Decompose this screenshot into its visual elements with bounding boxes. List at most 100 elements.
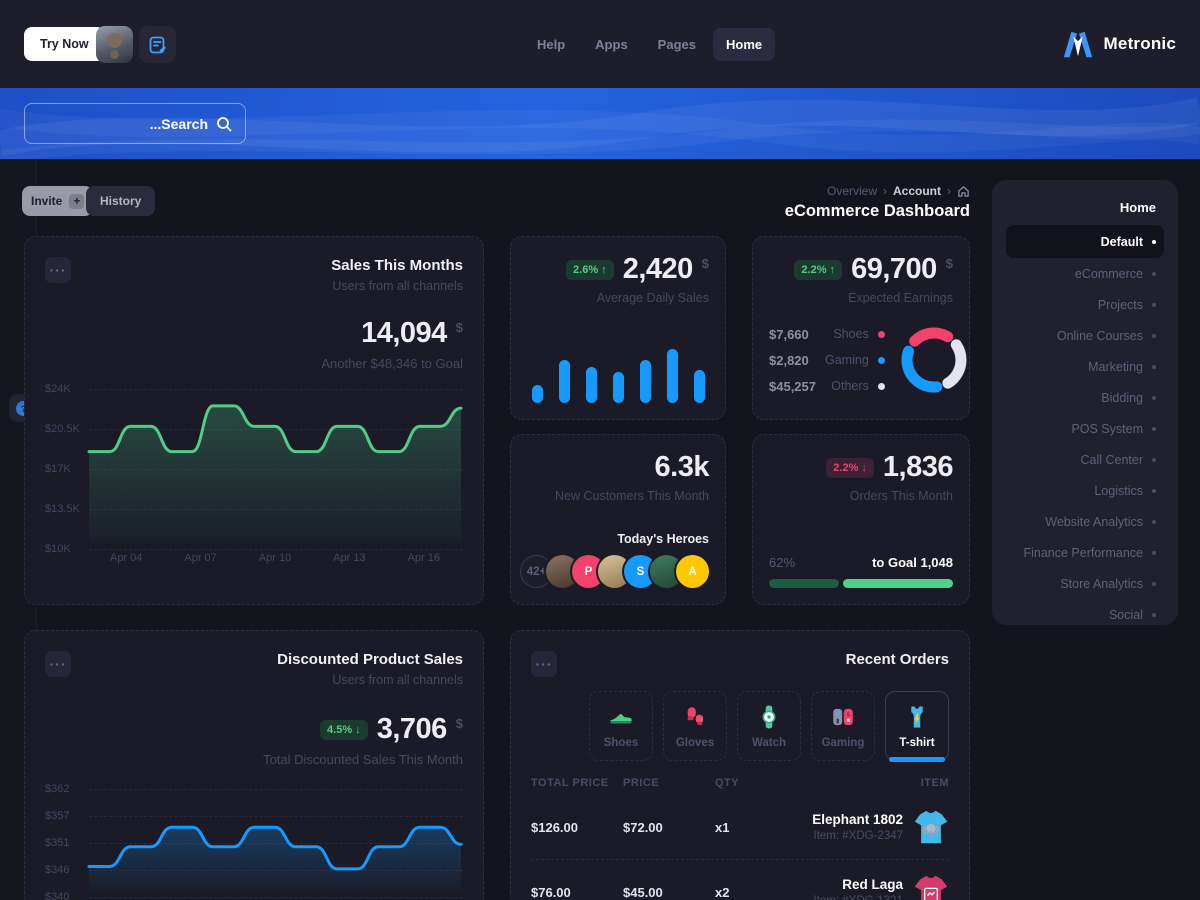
legend-row-shoes: $7,660 Shoes [769, 327, 885, 342]
bullet-icon [1152, 550, 1156, 555]
tab-tshirt[interactable]: T-shirt [885, 691, 949, 762]
card-label: Expected Earnings [848, 291, 953, 305]
hero-banner: ...Search [0, 88, 1200, 159]
tab-watch[interactable]: Watch [737, 691, 801, 761]
chevron-right-icon: › [947, 184, 951, 198]
bullet-icon [1152, 519, 1156, 524]
sidebar-item-marketing[interactable]: Marketing [1006, 351, 1164, 382]
card-label: Average Daily Sales [596, 291, 709, 305]
blue-tshirt-image [914, 810, 948, 844]
bar [531, 385, 543, 403]
sidebar-item-logistics[interactable]: Logistics [1006, 475, 1164, 506]
customers-value: 6.3k [654, 451, 710, 483]
legend-row-gaming: $2,820 Gaming [769, 353, 885, 368]
tab-gloves[interactable]: Gloves [663, 691, 727, 761]
try-now-button[interactable]: Try Now [24, 27, 105, 61]
trend-up-badge: 2.2% ↑ [794, 259, 843, 280]
earnings-donut-chart [895, 321, 973, 399]
recent-orders-card: Recent Orders Shoes Gloves [510, 630, 970, 900]
card-title: Discounted Product Sales [277, 651, 463, 668]
red-tshirt-image [914, 875, 948, 900]
legend-dot [877, 356, 885, 364]
sidebar-item-finance-performance[interactable]: Finance Performance [1006, 537, 1164, 568]
plus-icon: + [69, 193, 85, 209]
gridline [89, 388, 463, 390]
sidebar-item-website-analytics[interactable]: Website Analytics [1006, 506, 1164, 537]
x-tick-label: Apr 13 [333, 552, 366, 564]
notes-icon-button[interactable] [139, 26, 176, 63]
document-edit-icon [149, 36, 166, 53]
trend-down-badge: 2.2% ↓ [826, 457, 874, 478]
banner-waves-decoration [0, 97, 1200, 159]
nav-help[interactable]: Help [537, 36, 566, 52]
y-tick-label: $357 [45, 810, 70, 822]
orders-value: 1,836 [882, 451, 954, 483]
y-tick-label: $346 [45, 864, 70, 876]
card-menu-button[interactable] [45, 257, 71, 283]
breadcrumb-account[interactable]: Account [893, 184, 941, 198]
tab-shoes[interactable]: Shoes [589, 691, 653, 761]
card-menu-button[interactable] [531, 651, 557, 677]
bullet-icon [1152, 395, 1156, 400]
breadcrumb-overview[interactable]: Overview [826, 184, 877, 198]
item-name: Red Laga [842, 877, 903, 892]
nav-home[interactable]: Home [712, 27, 776, 61]
bullet-icon [1152, 426, 1156, 431]
bullet-icon [1152, 612, 1156, 617]
sidebar-item-online-courses[interactable]: Online Courses [1006, 320, 1164, 351]
gridline [89, 548, 463, 550]
home-icon[interactable] [957, 185, 970, 198]
progress-percent: 62% [769, 555, 796, 570]
chevron-right-icon: › [883, 184, 887, 198]
sidebar-title: Home [1119, 200, 1156, 215]
nav-pages[interactable]: Pages [657, 36, 696, 52]
history-button[interactable]: History [86, 186, 156, 216]
discount-line-plot [87, 825, 463, 891]
sidebar-item-bidding[interactable]: Bidding [1006, 382, 1164, 413]
goal-progress-bar [769, 579, 953, 588]
main-nav: Help Apps Pages Home [524, 0, 776, 88]
ellipsis-icon [50, 656, 67, 672]
sidebar-item-pos-system[interactable]: POS System [1006, 413, 1164, 444]
earnings-value: 69,700 [851, 253, 937, 285]
card-label: New Customers This Month [555, 489, 709, 503]
sidebar-item-social[interactable]: Social [1006, 599, 1164, 625]
card-menu-button[interactable] [45, 651, 71, 677]
discounted-note: Total Discounted Sales This Month [263, 752, 463, 767]
sneaker-icon [610, 713, 632, 723]
discounted-product-sales-card: Discounted Product Sales Users from all … [24, 630, 484, 900]
y-tick-label: $351 [45, 837, 70, 849]
y-tick-label: $362 [45, 783, 70, 795]
bullet-icon [1152, 271, 1156, 276]
trend-down-badge: 4.5% ↓ [320, 719, 368, 740]
gloves-icon [687, 706, 704, 725]
sidebar-item-store-analytics[interactable]: Store Analytics [1006, 568, 1164, 599]
brand-logo[interactable]: Metronic [1061, 0, 1176, 88]
nav-apps[interactable]: Apps [595, 36, 628, 52]
search-input[interactable]: ...Search [24, 103, 246, 144]
brand-name: Metronic [1103, 34, 1176, 53]
sidebar-item-projects[interactable]: Projects [1006, 289, 1164, 320]
table-row[interactable]: $126.00 $72.00 x1 Elephant 1802 Item: #X… [531, 795, 949, 859]
x-tick-label: Apr 07 [184, 552, 217, 564]
sales-line-plot [87, 404, 463, 543]
invite-button[interactable]: Invite + [22, 186, 94, 216]
sidebar-item-call-center[interactable]: Call Center [1006, 444, 1164, 475]
tab-gaming[interactable]: Gaming [811, 691, 875, 761]
discounted-line-chart: $362 $357 $351 $346 $340 [45, 783, 463, 900]
table-row[interactable]: $76.00 $45.00 x2 Red Laga Item: #XDG-132… [531, 859, 949, 900]
user-avatar[interactable] [96, 26, 133, 63]
gridline [89, 815, 463, 817]
discounted-value: 3,706 [376, 713, 448, 745]
x-tick-label: Apr 10 [258, 552, 292, 564]
bullet-icon [1152, 302, 1156, 307]
y-tick-label: $24K [45, 383, 71, 395]
average-daily-sales-card: 2.6% ↑ 2,420 $ Average Daily Sales [510, 236, 726, 420]
bullet-icon [1152, 239, 1156, 244]
heroes-title: Today's Heroes [617, 532, 709, 546]
daily-sales-bar-chart [527, 349, 709, 403]
currency-symbol: $ [945, 256, 953, 271]
sidebar-item-ecommerce[interactable]: eCommerce [1006, 258, 1164, 289]
avatar-initial-a[interactable]: A [676, 555, 709, 588]
sidebar-item-default[interactable]: Default [1006, 225, 1164, 258]
